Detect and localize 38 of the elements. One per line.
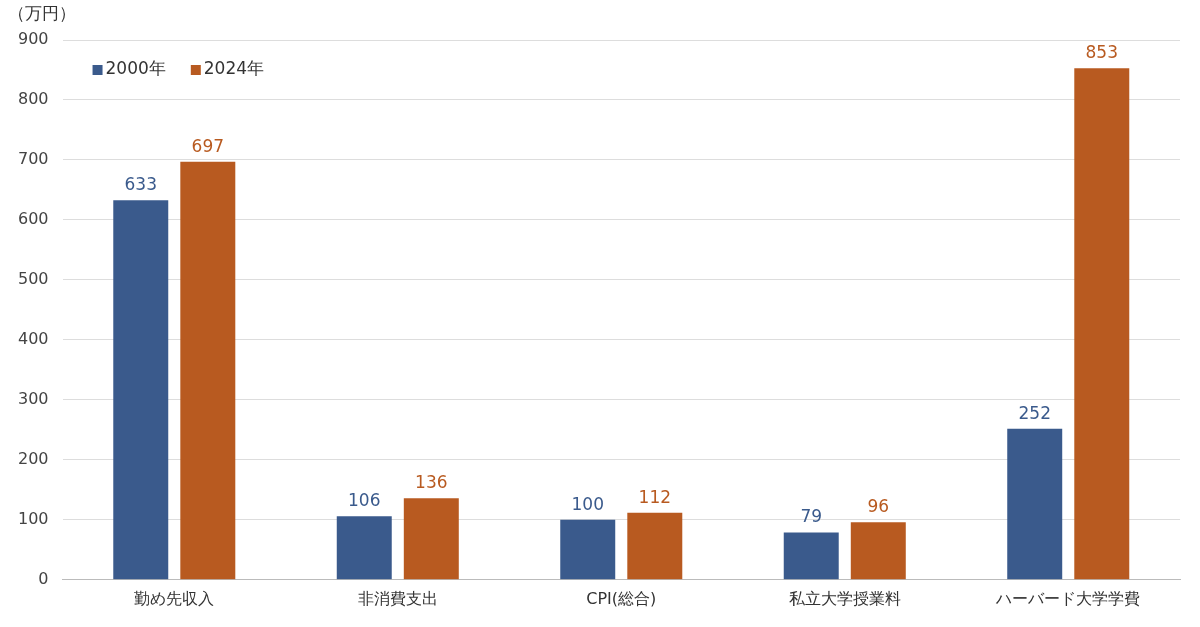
bar xyxy=(180,161,236,580)
y-tick-label: 100 xyxy=(17,508,49,528)
y-tick-label: 300 xyxy=(17,389,49,409)
x-tick-label: 勤め先収入 xyxy=(134,588,215,608)
y-tick-label: 500 xyxy=(17,269,49,289)
y-tick-label: 900 xyxy=(17,29,49,49)
legend-label: 2000年 xyxy=(105,58,166,79)
bar xyxy=(783,532,839,580)
bar xyxy=(113,200,169,580)
data-label: 252 xyxy=(1018,402,1051,423)
data-label: 633 xyxy=(124,174,157,195)
y-tick-label: 400 xyxy=(17,329,49,349)
data-label: 136 xyxy=(415,472,448,493)
y-tick-label: 700 xyxy=(17,149,49,169)
x-tick-label: 非消費支出 xyxy=(357,588,438,608)
bar xyxy=(627,512,683,580)
bar xyxy=(1074,68,1130,580)
bar xyxy=(560,519,616,580)
bar xyxy=(403,498,459,580)
x-tick-label: CPI(総合) xyxy=(586,588,657,608)
y-tick-label: 0 xyxy=(38,568,49,588)
legend-label: 2024年 xyxy=(203,58,265,79)
y-tick-label: 200 xyxy=(17,449,49,468)
data-label: 96 xyxy=(867,496,890,517)
y-tick-label: 600 xyxy=(17,209,49,229)
data-label: 79 xyxy=(800,506,823,527)
bar xyxy=(850,522,906,580)
bar xyxy=(1007,428,1063,580)
y-tick-label: 800 xyxy=(17,89,49,109)
data-label: 106 xyxy=(348,490,381,511)
x-tick-label: 私立大学授業料 xyxy=(788,588,901,608)
y-axis-title: （万円） xyxy=(8,2,76,23)
bar xyxy=(336,516,392,580)
data-label: 100 xyxy=(571,493,604,514)
data-label: 853 xyxy=(1085,42,1118,63)
data-label: 697 xyxy=(191,135,225,156)
x-tick-label: ハーバード大学学費 xyxy=(995,588,1141,608)
data-label: 112 xyxy=(638,486,672,507)
